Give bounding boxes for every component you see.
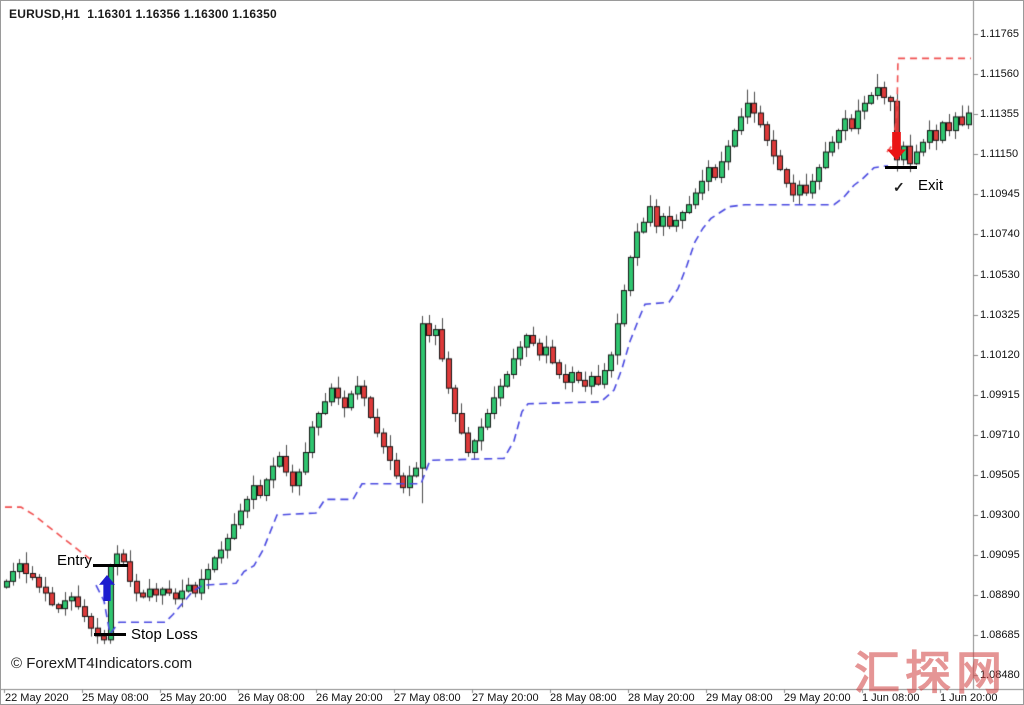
checkmark-icon: ✓ xyxy=(893,179,905,195)
x-axis-label: 27 May 08:00 xyxy=(394,692,461,704)
entry-label[interactable]: Entry xyxy=(57,552,93,569)
x-axis-label: 28 May 20:00 xyxy=(628,692,695,704)
x-axis-label: 29 May 08:00 xyxy=(706,692,773,704)
x-axis-label: 1 Jun 08:00 xyxy=(862,692,920,704)
y-axis-label: 1.11765 xyxy=(980,28,1019,40)
y-axis-label: 1.11560 xyxy=(980,68,1019,80)
y-axis-label: 1.10530 xyxy=(980,268,1020,281)
x-axis-label: 22 May 2020 xyxy=(5,692,69,704)
quote-line: EURUSD,H1 1.16301 1.16356 1.16300 1.1635… xyxy=(9,7,277,21)
y-axis-label: 1.09505 xyxy=(980,468,1020,481)
site-logo-watermark: 汇探网 xyxy=(854,647,1007,699)
y-axis-label: 1.09710 xyxy=(980,428,1020,441)
y-axis-label: 1.10740 xyxy=(980,228,1020,240)
y-axis-label: 1.11150 xyxy=(980,148,1019,160)
y-axis-label: 1.08480 xyxy=(980,668,1020,681)
x-axis-label: 26 May 08:00 xyxy=(238,692,305,704)
y-axis-label: 1.08890 xyxy=(980,588,1020,601)
sell-arrow-icon[interactable] xyxy=(887,132,906,160)
y-axis-label: 1.09915 xyxy=(980,388,1020,401)
exit-price-line[interactable] xyxy=(885,166,917,170)
x-axis-label: 1 Jun 20:00 xyxy=(940,692,998,704)
stop-loss-price-line[interactable] xyxy=(94,632,126,636)
x-axis-label: 25 May 08:00 xyxy=(82,692,149,704)
y-axis-label: 1.10120 xyxy=(980,348,1020,361)
x-axis-label: 29 May 20:00 xyxy=(784,692,851,704)
exit-label[interactable]: Exit xyxy=(918,177,944,194)
x-axis-label: 27 May 20:00 xyxy=(472,692,539,704)
y-axis-label: 1.08685 xyxy=(980,628,1020,641)
entry-price-line[interactable] xyxy=(93,564,128,568)
x-axis-label: 26 May 20:00 xyxy=(316,692,383,704)
y-axis-label: 1.11355 xyxy=(980,108,1019,120)
stop-loss-label[interactable]: Stop Loss xyxy=(131,626,198,643)
buy-arrow-icon[interactable] xyxy=(99,575,115,601)
y-axis-label: 1.10325 xyxy=(980,308,1020,321)
y-axis-label: 1.09095 xyxy=(980,548,1020,561)
y-axis-label: 1.09300 xyxy=(980,508,1020,521)
y-axis-label: 1.10945 xyxy=(980,188,1020,200)
x-axis-label: 25 May 20:00 xyxy=(160,692,227,704)
copyright-watermark: © ForexMT4Indicators.com xyxy=(11,655,193,672)
x-axis-label: 28 May 08:00 xyxy=(550,692,617,704)
